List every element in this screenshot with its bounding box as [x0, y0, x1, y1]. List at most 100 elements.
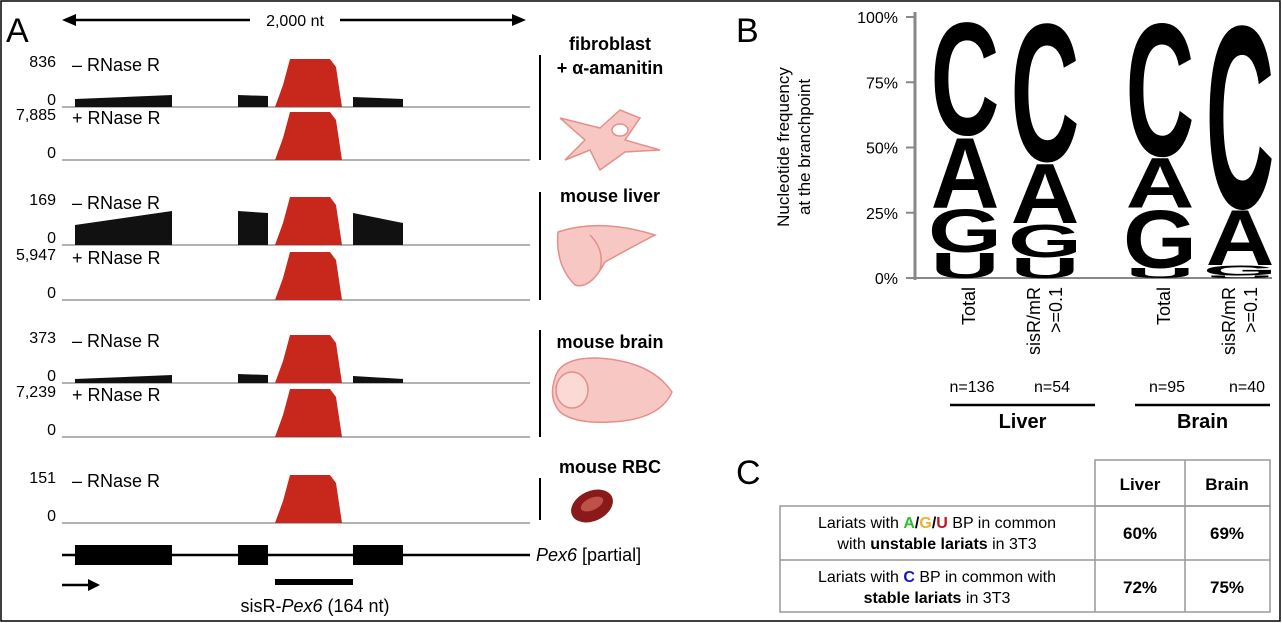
track-max: 5,947 [16, 247, 56, 264]
scale-label: 2,000 nt [266, 13, 324, 30]
track-zero: 0 [47, 230, 56, 247]
text-segment: BP in common [948, 515, 1056, 532]
logo-letter: A [1206, 195, 1275, 282]
row-description: Lariats with C BP in common with [818, 569, 1056, 586]
product-length: (164 nt) [328, 596, 390, 616]
coverage [75, 95, 172, 107]
y-tick-label: 75% [866, 75, 898, 92]
coverage [238, 95, 268, 107]
coverage [353, 97, 403, 107]
logo-letter: A [931, 117, 1000, 229]
column-label: sisR/mR [1024, 287, 1044, 355]
table-value: 72% [1123, 578, 1157, 597]
coverage [238, 374, 268, 383]
column-label: Total [1154, 287, 1174, 325]
group-label: Liver [999, 411, 1047, 433]
logo-letter: U [1126, 265, 1195, 281]
logo-letter: C [1011, 0, 1080, 203]
panel-label: C [736, 454, 761, 492]
text-segment: / [915, 515, 920, 532]
column-label: >=0.1 [1241, 287, 1261, 333]
table-borders [779, 459, 1271, 613]
sample-label: mouse brain [556, 332, 663, 352]
coverage-peak [275, 252, 342, 300]
gene-name: Pex6 [536, 545, 578, 565]
y-tick-label: 0% [875, 271, 898, 288]
text-segment: unstable lariats [870, 536, 987, 553]
track-condition: + RNase R [72, 108, 161, 128]
panel-label: A [6, 12, 29, 50]
column-n: n=95 [1149, 379, 1185, 396]
column-n: n=54 [1034, 379, 1070, 396]
track-condition: – RNase R [72, 471, 160, 491]
product-name: Pex6 [281, 596, 323, 616]
gene-label: Pex6 [partial] [536, 545, 641, 565]
coverage [75, 375, 172, 383]
track-zero: 0 [47, 92, 56, 109]
exon [353, 545, 403, 565]
column-n: n=40 [1229, 379, 1265, 396]
text-segment: with [836, 536, 870, 553]
product-label: sisR-Pex6 (164 nt) [240, 596, 389, 616]
track-condition: – RNase R [72, 331, 160, 351]
scale-label-bg [250, 8, 340, 32]
arrow-head [512, 14, 526, 26]
text-segment: in 3T3 [961, 590, 1010, 607]
row-description: Lariats with A/G/U BP in common [818, 515, 1056, 532]
fibroblast-illustration [559, 109, 661, 172]
brain-illustration [551, 357, 673, 424]
coverage [75, 211, 172, 245]
logo-letter: G [928, 197, 1002, 265]
text-segment: BP in common with [915, 569, 1056, 586]
track-max: 836 [29, 54, 56, 71]
coverage-peak [275, 335, 342, 383]
track-condition: – RNase R [72, 193, 160, 213]
text-segment: stable lariats [864, 590, 962, 607]
y-tick-label: 100% [857, 10, 898, 27]
text-segment: Lariats with [818, 569, 903, 586]
text-segment: A [903, 515, 915, 532]
y-tick-label: 50% [866, 141, 898, 158]
text-segment: in 3T3 [988, 536, 1037, 553]
gene-note: [partial] [582, 545, 641, 565]
group-label: Brain [1177, 411, 1228, 433]
logo-letter: A [1126, 143, 1195, 223]
table-header: Liver [1120, 475, 1161, 494]
coverage [238, 211, 268, 245]
track-max: 7,239 [16, 384, 56, 401]
column-label: sisR/mR [1219, 287, 1239, 355]
column-label: >=0.1 [1046, 287, 1066, 333]
track-max: 169 [29, 192, 56, 209]
logo-letter: G [1203, 263, 1277, 279]
track-zero: 0 [47, 285, 56, 302]
arrow-head [88, 579, 100, 591]
table-header: Brain [1205, 475, 1248, 494]
product-bar [275, 579, 353, 585]
logo-letter: C [1126, 0, 1195, 196]
coverage-peak [275, 389, 342, 437]
track-max: 373 [29, 330, 56, 347]
logo-letter: A [1011, 146, 1080, 242]
coverage-peak [275, 197, 342, 245]
logo-letter: G [1008, 215, 1082, 267]
text-segment: C [903, 569, 915, 586]
track-condition: + RNase R [72, 385, 161, 405]
track-zero: 0 [47, 145, 56, 162]
y-tick-label: 25% [866, 206, 898, 223]
text-segment: Lariats with [818, 515, 903, 532]
rbc-illustration [571, 489, 613, 523]
row-description: with unstable lariats in 3T3 [836, 536, 1036, 553]
track-zero: 0 [47, 508, 56, 525]
logo-letter: G [1123, 194, 1197, 286]
column-label: Total [959, 287, 979, 325]
sample-label: fibroblast [569, 34, 651, 54]
table-value: 69% [1210, 524, 1244, 543]
track-max: 151 [29, 470, 56, 487]
coverage [353, 213, 403, 245]
y-axis-title: Nucleotide frequency [774, 67, 793, 227]
panel-label: B [736, 12, 759, 50]
column-n: n=136 [950, 379, 995, 396]
sample-label: mouse liver [560, 186, 660, 206]
